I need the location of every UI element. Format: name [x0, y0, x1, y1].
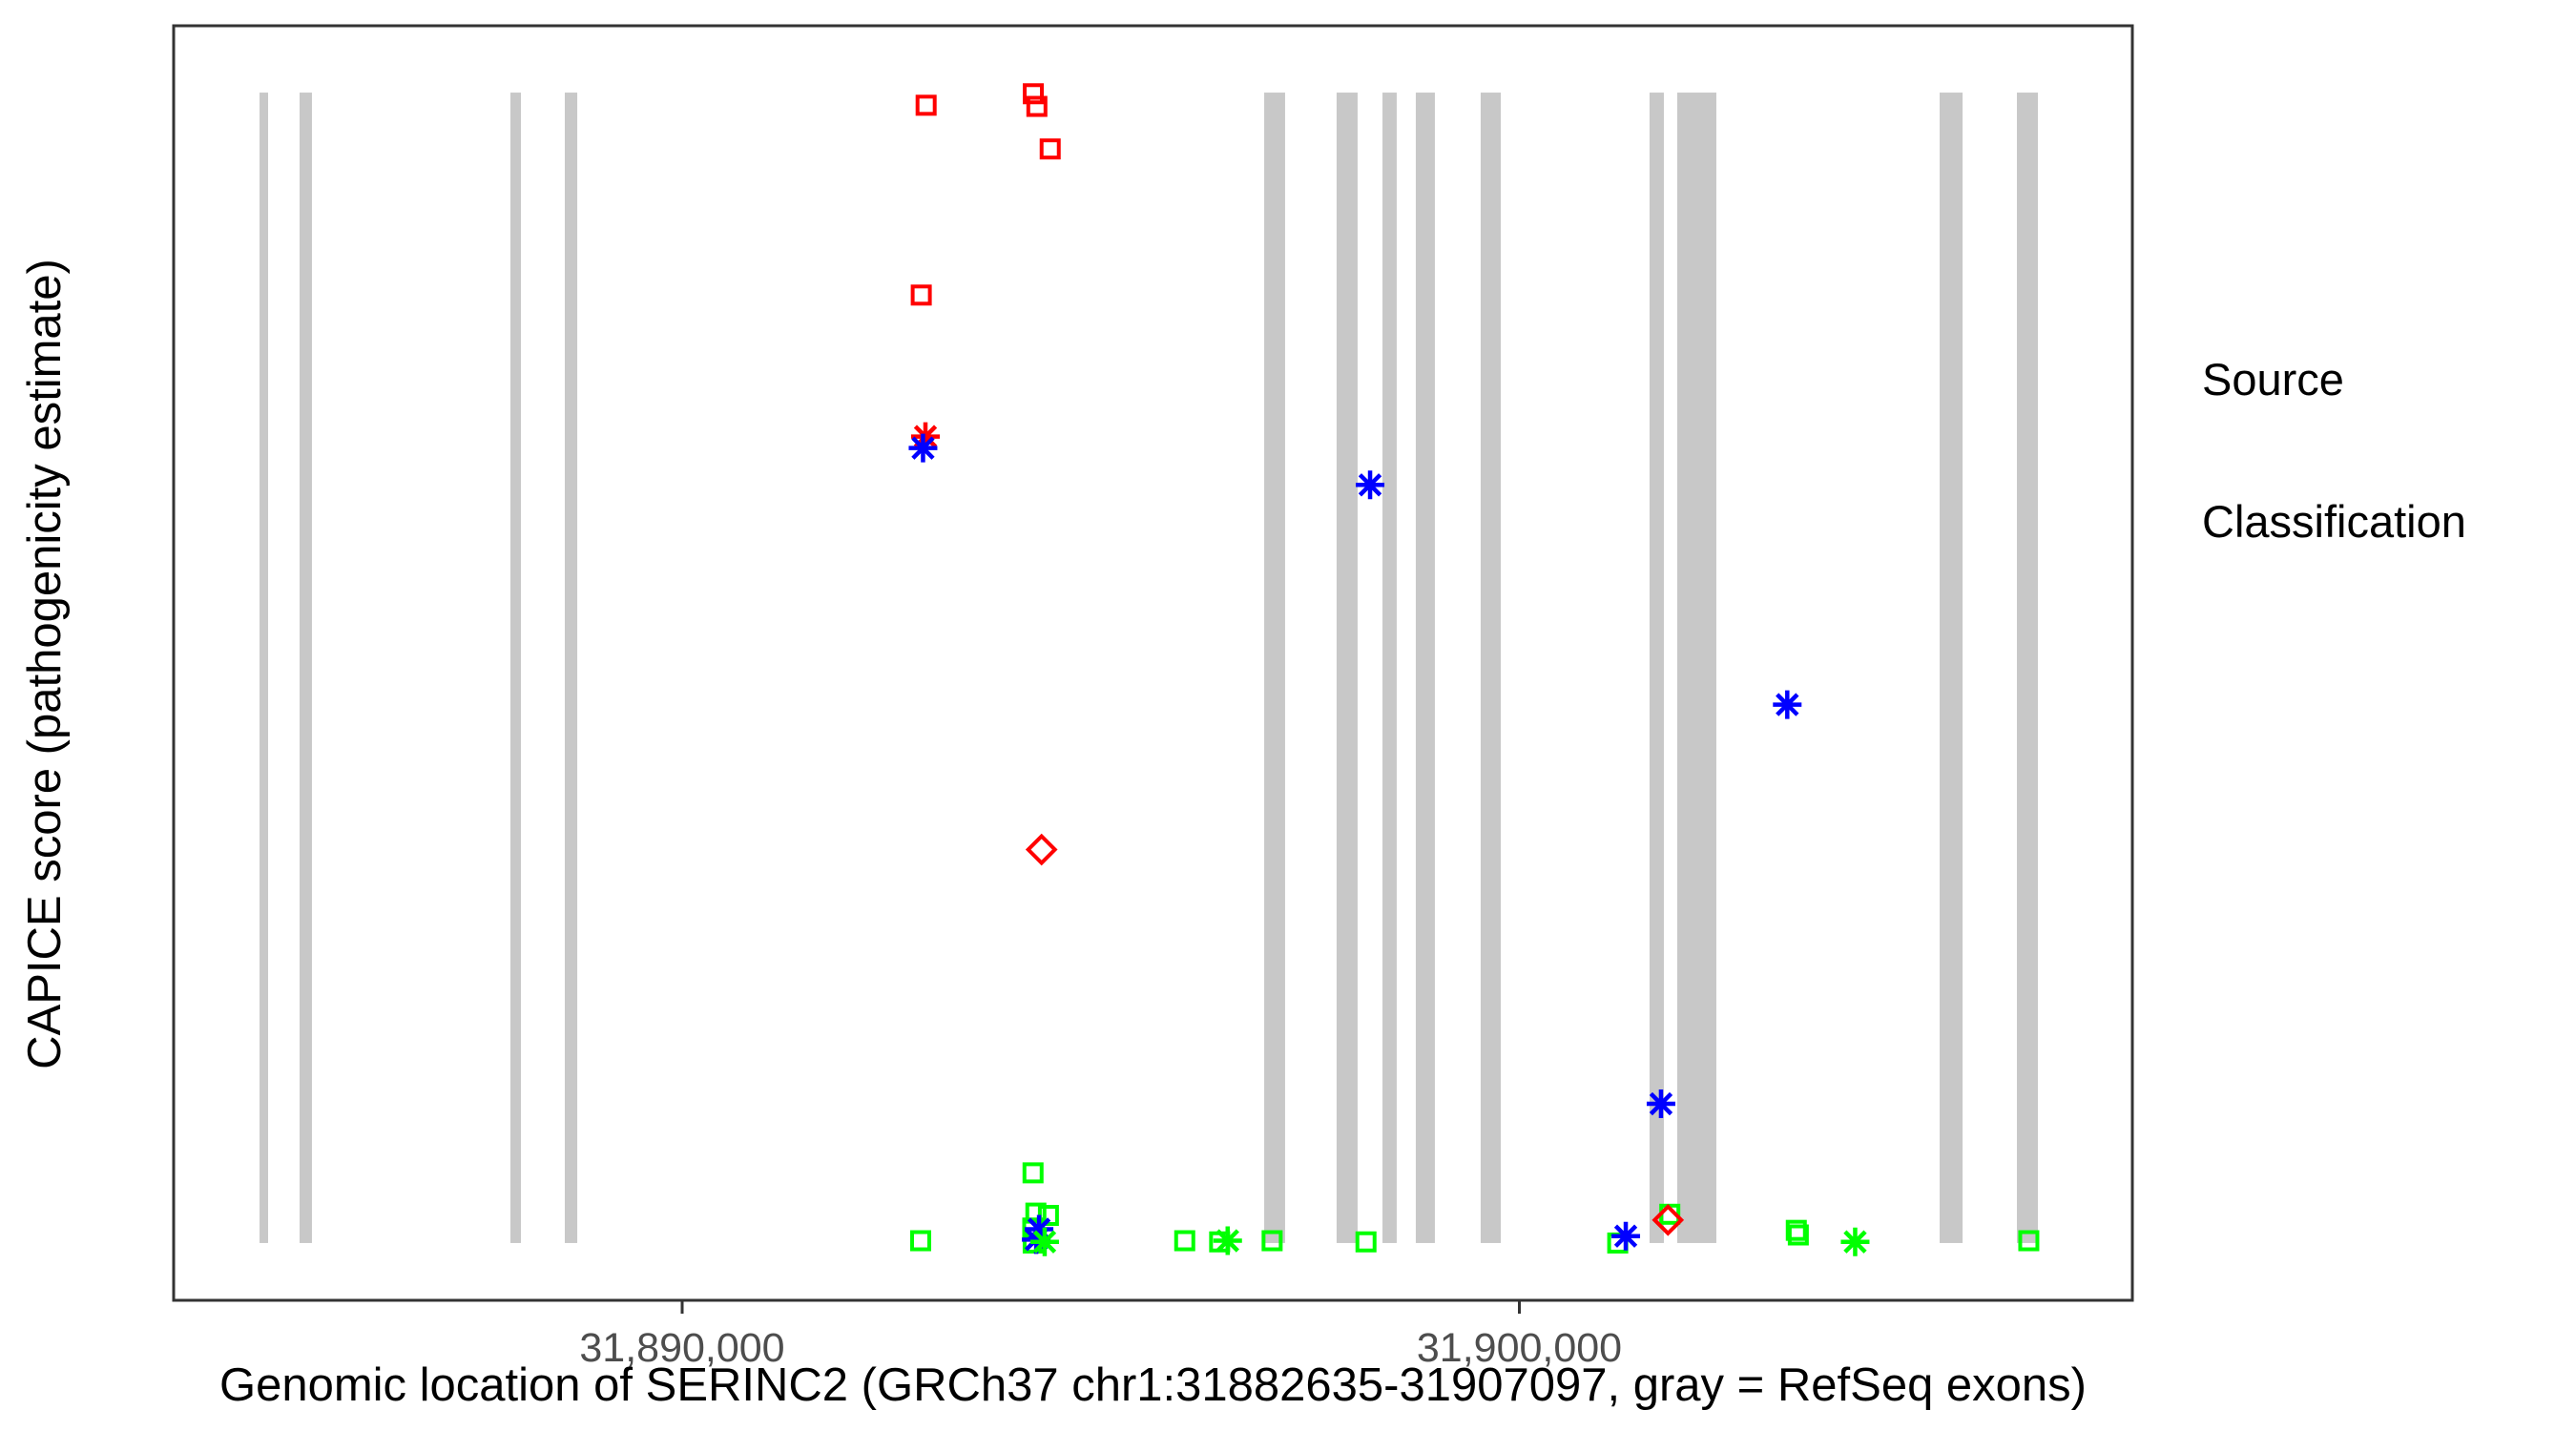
data-point-square [910, 284, 932, 306]
refseq-exon-bar [1415, 93, 1435, 1243]
refseq-exon-bar [564, 93, 578, 1243]
data-point-square [2018, 1230, 2040, 1252]
data-point-square [1022, 1162, 1044, 1184]
data-point-asterisk [1213, 1226, 1242, 1255]
refseq-exon-bar [1382, 93, 1397, 1243]
data-point-square [1023, 83, 1045, 105]
x-tick-label: 31,890,000 [579, 1325, 784, 1371]
data-point-square [1039, 138, 1061, 160]
data-point-square [1355, 1231, 1377, 1253]
data-point-asterisk [1646, 1089, 1675, 1119]
data-point-asterisk [1611, 1221, 1641, 1251]
data-point-square [909, 1230, 931, 1252]
legend-source-title: Source [2202, 354, 2344, 404]
refseq-exon-bar [1649, 93, 1664, 1243]
refseq-exon-bar [510, 93, 521, 1243]
legend: Source Classification [2194, 345, 2572, 556]
data-point-square [915, 94, 937, 116]
data-point-square [1787, 1224, 1809, 1246]
legend-section-classification: Classification [2194, 487, 2572, 556]
x-axis-title: Genomic location of SERINC2 (GRCh37 chr1… [218, 1359, 2088, 1411]
refseq-exon-bar [299, 93, 312, 1243]
panel-border [172, 24, 2134, 1302]
data-point-square [1026, 95, 1048, 117]
legend-classification-title: Classification [2202, 496, 2466, 547]
legend-section-source: Source [2194, 345, 2572, 414]
data-point-asterisk [1025, 1214, 1054, 1244]
data-point-square [1025, 1202, 1047, 1224]
data-point-asterisk [1773, 690, 1802, 719]
data-point-asterisk [1022, 1225, 1051, 1255]
data-point-diamond [1025, 833, 1058, 866]
data-point-asterisk [1840, 1227, 1870, 1256]
data-point-square [1174, 1230, 1195, 1252]
data-point-asterisk [1029, 1227, 1059, 1256]
y-axis-title: CAPICE score (pathogenicity estimate) [19, 259, 71, 1069]
refseq-exon-bar [1480, 93, 1502, 1243]
data-point-asterisk [908, 433, 938, 463]
data-point-diamond [1652, 1204, 1685, 1236]
refseq-exon-bar [2016, 93, 2039, 1243]
data-point-square [1785, 1219, 1807, 1241]
data-point-asterisk [1356, 470, 1385, 500]
data-point-square [1261, 1230, 1283, 1252]
refseq-exon-bar [1264, 93, 1285, 1243]
refseq-exon-bar [1676, 93, 1716, 1243]
refseq-exon-bar [260, 93, 268, 1243]
refseq-exon-bar [1939, 93, 1963, 1243]
refseq-exon-bar [1336, 93, 1358, 1243]
x-tick-label: 31,900,000 [1417, 1325, 1622, 1371]
data-point-asterisk [910, 422, 940, 451]
